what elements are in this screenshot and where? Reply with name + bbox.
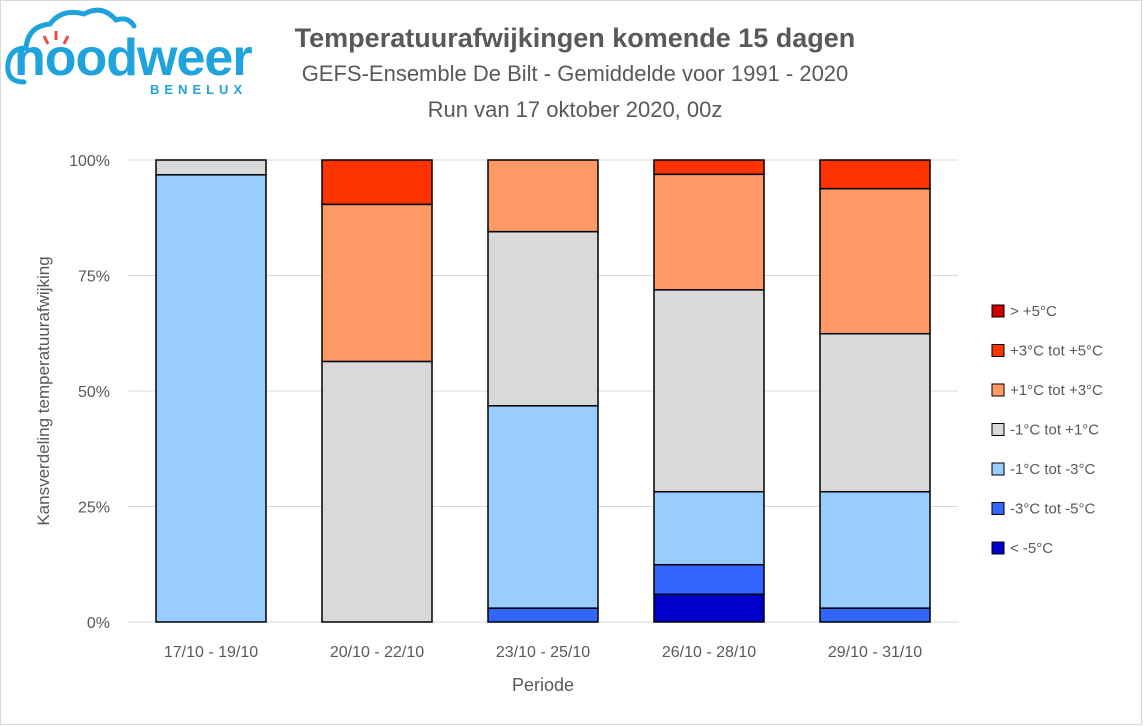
legend-swatch bbox=[991, 383, 1005, 397]
legend-label: -1°C tot -3°C bbox=[1010, 461, 1096, 478]
bar-segment bbox=[487, 159, 599, 233]
bar-segment bbox=[155, 174, 267, 623]
chart-title: Temperatuurafwijkingen komende 15 dagen bbox=[294, 23, 856, 53]
legend-label: < -5°C bbox=[1010, 540, 1053, 557]
legend-swatch bbox=[991, 502, 1005, 515]
legend-label: -1°C tot +1°C bbox=[1010, 422, 1099, 439]
bar-segment bbox=[819, 159, 931, 190]
bar-segment bbox=[653, 490, 765, 566]
x-tick-label: 20/10 - 22/10 bbox=[330, 644, 424, 661]
logo-wordmark: noodweer bbox=[14, 29, 253, 87]
legend-swatch bbox=[991, 541, 1005, 555]
legend-label: > +5°C bbox=[1010, 303, 1057, 320]
legend-label: +3°C tot +5°C bbox=[1010, 343, 1103, 360]
legend-label: +1°C tot +3°C bbox=[1010, 382, 1103, 399]
bar-segment bbox=[819, 187, 931, 335]
logo-subtext: BENELUX bbox=[150, 82, 248, 97]
bar-segment bbox=[653, 593, 765, 623]
legend-swatch bbox=[991, 423, 1005, 436]
y-axis-label: Kansverdeling temperatuurafwijking bbox=[34, 256, 53, 525]
bar-segment bbox=[487, 405, 599, 609]
bar-segment bbox=[653, 159, 765, 176]
bar-segment bbox=[487, 607, 599, 623]
y-tick-label: 50% bbox=[78, 384, 110, 401]
y-tick-label: 0% bbox=[87, 615, 110, 632]
bar-segment bbox=[653, 173, 765, 291]
y-tick-label: 25% bbox=[78, 500, 110, 517]
legend-swatch bbox=[991, 462, 1005, 476]
bar-segment bbox=[155, 159, 267, 176]
x-axis-label: Periode bbox=[512, 675, 574, 695]
bars bbox=[155, 159, 931, 623]
y-tick-label: 100% bbox=[69, 153, 110, 170]
bar-segment bbox=[487, 230, 599, 407]
chart-titles: Temperatuurafwijkingen komende 15 dagen … bbox=[270, 20, 880, 128]
legend-swatch bbox=[991, 304, 1005, 318]
bar-segment bbox=[321, 360, 433, 623]
bar-segment bbox=[819, 332, 931, 493]
bar-segment bbox=[653, 289, 765, 493]
noodweer-logo: noodweer BENELUX bbox=[4, 4, 266, 97]
cloud-icon bbox=[5, 7, 137, 85]
chart-subtitle-run: Run van 17 oktober 2020, 00z bbox=[427, 97, 723, 122]
x-tick-label: 26/10 - 28/10 bbox=[662, 644, 756, 661]
chart-subtitle: GEFS-Ensemble De Bilt - Gemiddelde voor … bbox=[301, 61, 849, 86]
x-tick-labels: 17/10 - 19/10 20/10 - 22/10 23/10 - 25/10 2… bbox=[164, 644, 922, 661]
bar-segment bbox=[321, 203, 433, 363]
legend-label: -3°C tot -5°C bbox=[1010, 501, 1096, 518]
legend-swatch bbox=[991, 344, 1005, 357]
bar-segment bbox=[321, 159, 433, 206]
legend: > +5°C +3°C tot +5°C +1°C tot +3°C -1°C tot… bbox=[991, 303, 1103, 557]
y-tick-label: 75% bbox=[78, 269, 110, 286]
x-tick-label: 23/10 - 25/10 bbox=[496, 644, 590, 661]
bar-segment bbox=[819, 607, 931, 623]
bar-segment bbox=[653, 563, 765, 596]
y-tick-labels: 0% 25% 50% 75% 100% bbox=[69, 153, 110, 632]
x-tick-label: 29/10 - 31/10 bbox=[828, 644, 922, 661]
bar-segment bbox=[819, 490, 931, 609]
x-tick-label: 17/10 - 19/10 bbox=[164, 644, 258, 661]
